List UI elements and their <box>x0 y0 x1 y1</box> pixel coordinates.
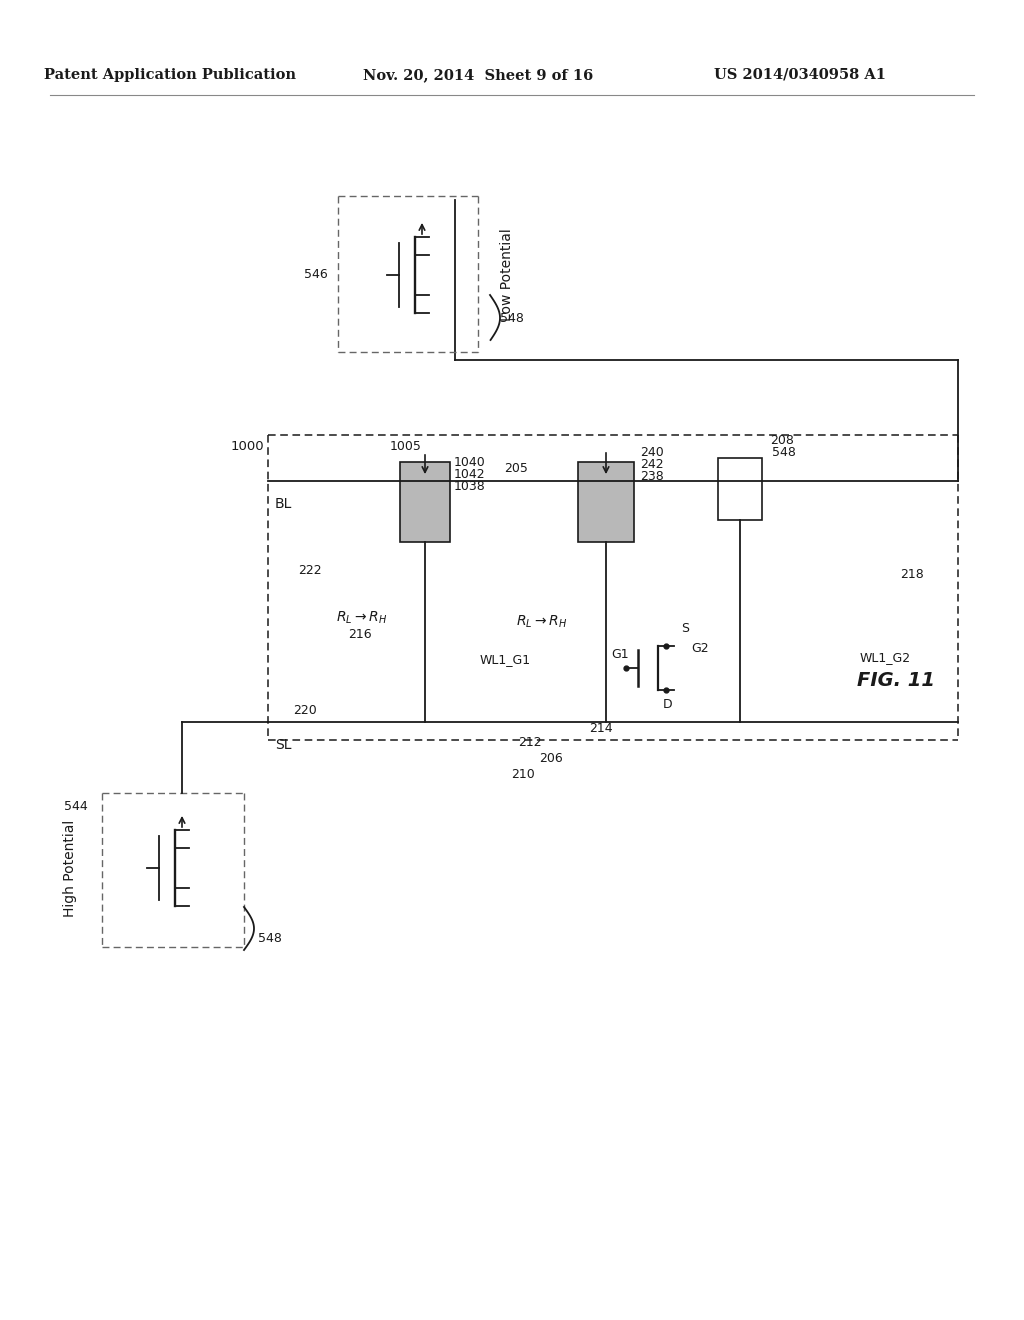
Text: 1000: 1000 <box>230 440 264 453</box>
Text: G2: G2 <box>691 642 709 655</box>
Text: 216: 216 <box>348 627 372 640</box>
Text: SL: SL <box>275 738 292 752</box>
Text: G1: G1 <box>611 648 629 660</box>
Text: 220: 220 <box>293 704 316 717</box>
Text: 1040: 1040 <box>454 455 485 469</box>
Text: 548: 548 <box>258 932 282 945</box>
Text: 222: 222 <box>298 564 322 577</box>
Text: 548: 548 <box>772 446 796 459</box>
Text: WL1_G2: WL1_G2 <box>859 652 910 664</box>
Text: Nov. 20, 2014  Sheet 9 of 16: Nov. 20, 2014 Sheet 9 of 16 <box>362 69 593 82</box>
Bar <box>718 458 762 520</box>
Text: 1042: 1042 <box>454 467 485 480</box>
Bar <box>400 462 450 543</box>
Text: Patent Application Publication: Patent Application Publication <box>44 69 296 82</box>
Text: 242: 242 <box>640 458 664 471</box>
Text: WL1_G1: WL1_G1 <box>479 653 530 667</box>
Text: 210: 210 <box>511 768 535 781</box>
Text: D: D <box>664 698 673 711</box>
Text: S: S <box>681 622 689 635</box>
Text: High Potential: High Potential <box>63 820 77 916</box>
Text: US 2014/0340958 A1: US 2014/0340958 A1 <box>714 69 886 82</box>
Text: 544: 544 <box>65 800 88 813</box>
Bar <box>578 462 634 543</box>
Text: 205: 205 <box>504 462 528 474</box>
Text: 208: 208 <box>770 433 794 446</box>
Text: 548: 548 <box>500 312 524 325</box>
Text: 206: 206 <box>540 751 563 764</box>
Text: 214: 214 <box>590 722 613 734</box>
Text: 240: 240 <box>640 446 664 459</box>
Text: 218: 218 <box>900 569 924 582</box>
Text: $R_L\rightarrow R_H$: $R_L\rightarrow R_H$ <box>516 614 567 630</box>
Text: 546: 546 <box>304 268 328 281</box>
Text: FIG. 11: FIG. 11 <box>857 671 935 689</box>
Text: BL: BL <box>275 498 293 511</box>
Text: $R_L\rightarrow R_H$: $R_L\rightarrow R_H$ <box>337 610 388 626</box>
Text: Low Potential: Low Potential <box>500 228 514 321</box>
Text: 1038: 1038 <box>454 479 485 492</box>
Text: 212: 212 <box>518 735 542 748</box>
Text: 238: 238 <box>640 470 664 483</box>
Text: 1005: 1005 <box>390 441 422 454</box>
